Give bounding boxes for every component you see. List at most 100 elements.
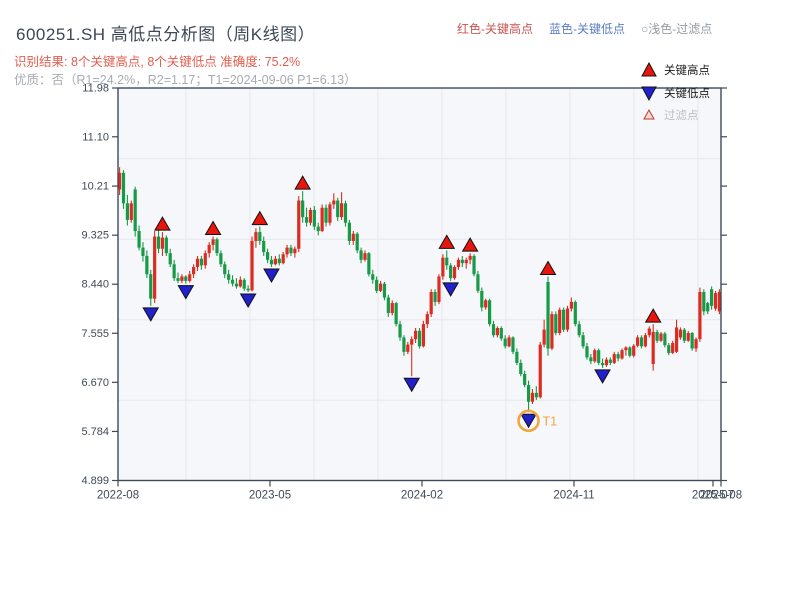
- candle-body: [118, 172, 122, 190]
- candle-body: [565, 308, 570, 330]
- candle-body: [550, 314, 554, 349]
- candle-body: [573, 301, 577, 325]
- candle-body: [659, 333, 663, 341]
- candle-body: [698, 291, 702, 340]
- candle-body: [667, 345, 671, 353]
- key-low-marker: [177, 285, 195, 300]
- candle-body: [577, 324, 581, 336]
- candle-body: [262, 240, 266, 253]
- candle-body: [343, 203, 348, 223]
- t1-circle: [517, 409, 540, 433]
- candle-body: [671, 342, 675, 353]
- page-title: 600251.SH 高低点分析图（周K线图）: [16, 25, 316, 44]
- candle-body: [180, 276, 184, 281]
- candle-body: [441, 257, 445, 277]
- y-axis-label: 10.21: [81, 181, 109, 193]
- candle-body: [651, 331, 655, 365]
- candle-body: [320, 207, 324, 232]
- candle-body: [153, 236, 157, 299]
- candle-body: [491, 324, 496, 336]
- candle-body: [410, 339, 414, 345]
- candle-body: [643, 335, 647, 347]
- candle-body: [526, 385, 531, 402]
- candle-body: [336, 200, 340, 218]
- candle-body: [172, 264, 176, 279]
- candle-body: [538, 344, 542, 398]
- legend-filtered-icon: [643, 108, 655, 120]
- candle-body: [184, 276, 188, 281]
- candle-body: [449, 265, 453, 279]
- quality-line: 优质：否（R1=24.2%，R2=1.17；T1=2024-09-06 P1=6…: [14, 73, 357, 87]
- candle-body: [674, 327, 679, 352]
- candle-body: [145, 255, 149, 275]
- candle-body: [620, 350, 624, 359]
- legend-label: 关键高点: [664, 63, 710, 77]
- candle-body: [710, 289, 714, 306]
- candle-body: [133, 189, 137, 232]
- candle-body: [604, 359, 609, 366]
- candle-body: [616, 354, 620, 359]
- candle-body: [417, 330, 422, 347]
- candle-body: [480, 290, 484, 308]
- candle-body: [589, 357, 593, 362]
- candle-body: [612, 354, 616, 363]
- candle-body: [562, 309, 566, 330]
- y-axis-label: 9.325: [81, 230, 109, 242]
- candle-body: [340, 203, 344, 218]
- candle-body: [484, 300, 488, 308]
- candle-body: [488, 300, 492, 325]
- candle-body: [285, 247, 289, 255]
- candle-body: [445, 257, 449, 266]
- candle-body: [706, 303, 710, 312]
- color-legend-note: 红色-关键高点 蓝色-关键低点 ○浅色-过滤点: [457, 20, 712, 37]
- candle-body: [160, 237, 165, 249]
- candle-body: [199, 258, 203, 266]
- candle-body: [690, 333, 694, 349]
- candle-body: [176, 278, 180, 281]
- candle-body: [558, 309, 562, 334]
- candle-body: [717, 291, 721, 312]
- candle-body: [402, 337, 406, 352]
- key-low-marker: [520, 413, 537, 429]
- candle-body: [164, 237, 168, 254]
- candle-body: [266, 252, 270, 260]
- candle-body: [464, 259, 468, 264]
- candle-body: [328, 204, 332, 223]
- candle-body: [246, 288, 250, 291]
- candle-body: [593, 350, 597, 362]
- candle-body: [394, 303, 398, 325]
- key-low-marker: [594, 369, 611, 384]
- y-axis-label: 11.98: [82, 83, 109, 95]
- candle-body: [636, 337, 640, 346]
- candle-body: [188, 274, 192, 281]
- candle-body: [230, 279, 235, 284]
- candle-body: [655, 331, 659, 341]
- key-high-marker: [204, 220, 222, 236]
- candle-body: [371, 274, 375, 280]
- candle-body: [297, 200, 301, 249]
- candle-body: [207, 244, 211, 254]
- candle-body: [269, 259, 274, 265]
- candle-body: [581, 335, 585, 347]
- note-key-low-label: 蓝色-关键低点: [549, 22, 625, 36]
- candle-body: [149, 274, 153, 299]
- candle-body: [600, 362, 605, 366]
- candle-body: [223, 264, 227, 275]
- x-axis-label: 2024-02: [401, 490, 443, 502]
- candle-body: [398, 324, 402, 338]
- note-key-high-label: 红色-关键高点: [457, 22, 533, 36]
- candle-body: [628, 347, 632, 356]
- key-high-marker: [438, 234, 456, 249]
- candle-body: [499, 328, 503, 339]
- candle-body: [597, 350, 601, 363]
- candle-body: [639, 337, 644, 347]
- candle-body: [546, 282, 550, 349]
- candle-body: [332, 200, 336, 205]
- key-low-marker: [239, 293, 257, 308]
- candle-body: [437, 276, 441, 302]
- key-high-marker: [461, 237, 479, 252]
- candle-body: [495, 328, 499, 336]
- candle-body: [168, 253, 172, 265]
